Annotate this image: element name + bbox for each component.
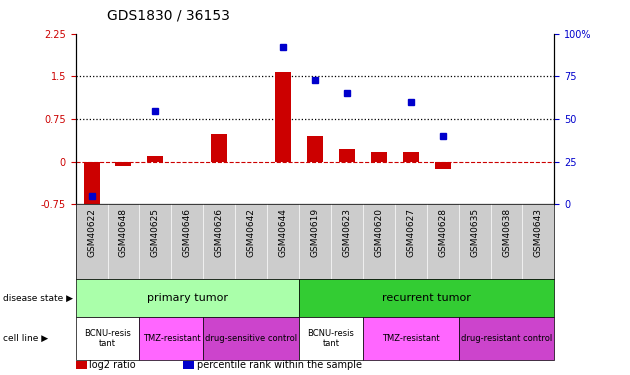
Text: TMZ-resistant: TMZ-resistant: [142, 334, 200, 343]
Text: drug-sensitive control: drug-sensitive control: [205, 334, 297, 343]
Text: GSM40638: GSM40638: [502, 208, 511, 257]
Bar: [299, 317, 363, 360]
Text: GSM40619: GSM40619: [311, 208, 319, 257]
Text: primary tumor: primary tumor: [147, 293, 228, 303]
Text: GSM40646: GSM40646: [183, 208, 192, 257]
Text: GSM40623: GSM40623: [343, 208, 352, 257]
Text: GDS1830 / 36153: GDS1830 / 36153: [107, 9, 230, 22]
Bar: [84, 162, 100, 210]
Bar: [459, 317, 554, 360]
Text: BCNU-resis
tant: BCNU-resis tant: [84, 329, 131, 348]
Text: GSM40626: GSM40626: [215, 208, 224, 257]
Bar: [203, 317, 299, 360]
Text: GSM40644: GSM40644: [278, 208, 287, 257]
Text: BCNU-resis
tant: BCNU-resis tant: [307, 329, 355, 348]
Bar: [115, 162, 132, 166]
Text: disease state ▶: disease state ▶: [3, 294, 73, 303]
Text: recurrent tumor: recurrent tumor: [382, 293, 471, 303]
Bar: [76, 279, 299, 317]
Bar: [363, 317, 459, 360]
Bar: [211, 134, 227, 162]
Text: GSM40627: GSM40627: [406, 208, 415, 257]
Bar: [275, 72, 291, 162]
Text: GSM40643: GSM40643: [534, 208, 543, 257]
Bar: [435, 162, 450, 168]
Text: percentile rank within the sample: percentile rank within the sample: [197, 360, 362, 370]
Bar: [339, 149, 355, 162]
Text: GSM40635: GSM40635: [470, 208, 479, 257]
Text: log2 ratio: log2 ratio: [89, 360, 136, 370]
Text: TMZ-resistant: TMZ-resistant: [382, 334, 440, 343]
Bar: [307, 136, 323, 162]
Bar: [139, 317, 203, 360]
Text: drug-resistant control: drug-resistant control: [461, 334, 552, 343]
Text: GSM40625: GSM40625: [151, 208, 160, 257]
Text: GSM40622: GSM40622: [87, 208, 96, 257]
Text: GSM40620: GSM40620: [374, 208, 383, 257]
Bar: [403, 152, 419, 162]
Bar: [371, 152, 387, 162]
Text: cell line ▶: cell line ▶: [3, 334, 49, 343]
Text: GSM40642: GSM40642: [247, 208, 256, 257]
Bar: [76, 317, 139, 360]
Bar: [299, 279, 554, 317]
Text: GSM40628: GSM40628: [438, 208, 447, 257]
Text: GSM40648: GSM40648: [119, 208, 128, 257]
Bar: [147, 156, 163, 162]
